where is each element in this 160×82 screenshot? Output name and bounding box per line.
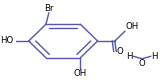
Text: Br: Br [44,4,54,13]
Text: O: O [139,59,145,68]
Text: HO: HO [0,36,14,46]
Text: H: H [151,52,158,61]
Text: OH: OH [74,69,87,78]
Text: O: O [117,47,124,56]
Text: OH: OH [126,22,139,31]
Text: H: H [126,52,133,61]
